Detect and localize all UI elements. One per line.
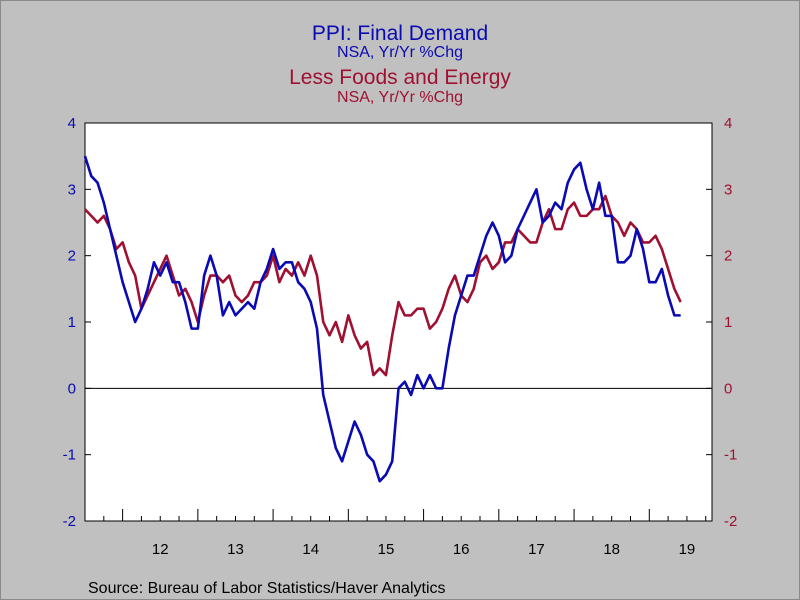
y-tick-label-right: -1 [724,447,737,464]
series-line-less-foods-energy [84,194,682,377]
y-tick-label-left: 4 [68,115,76,132]
y-tick-label-left: 0 [68,380,76,397]
x-tick-label: 13 [227,541,244,558]
y-tick-label-left: -2 [63,513,76,530]
x-tick-label: 18 [603,541,620,558]
chart-title: PPI: Final Demand [312,22,488,45]
y-tick-label-right: 4 [724,115,732,132]
series-layer [83,155,682,483]
x-tick-label: 14 [302,541,319,558]
source-note: Source: Bureau of Labor Statistics/Haver… [88,580,446,597]
y-tick-label-right: 0 [724,380,732,397]
chart-subtitle: NSA, Yr/Yr %Chg [337,44,463,61]
x-tick-label: 12 [152,541,169,558]
x-tick-label: 17 [528,541,545,558]
axes: 4 3 2 1 0 -1 -2 4 3 2 1 0 -1 -2 12 13 14 15 16 17 18 19 [63,115,738,558]
y-tick-label-left: 1 [68,314,76,331]
series-line-ppi-final-demand [83,155,681,483]
plot-area [84,122,713,522]
y-tick-label-left: 2 [68,248,76,265]
x-tick-label: 19 [679,541,696,558]
y-tick-label-left: 3 [68,181,76,198]
y-tick-label-right: 3 [724,181,732,198]
y-tick-label-right: 1 [724,314,732,331]
y-tick-label-left: -1 [63,447,76,464]
chart-title-2: Less Foods and Energy [289,66,511,89]
y-tick-label-right: 2 [724,248,732,265]
chart-subtitle-2: NSA, Yr/Yr %Chg [337,89,463,106]
x-tick-label: 15 [378,541,395,558]
x-tick-label: 16 [453,541,470,558]
y-tick-label-right: -2 [724,513,737,530]
